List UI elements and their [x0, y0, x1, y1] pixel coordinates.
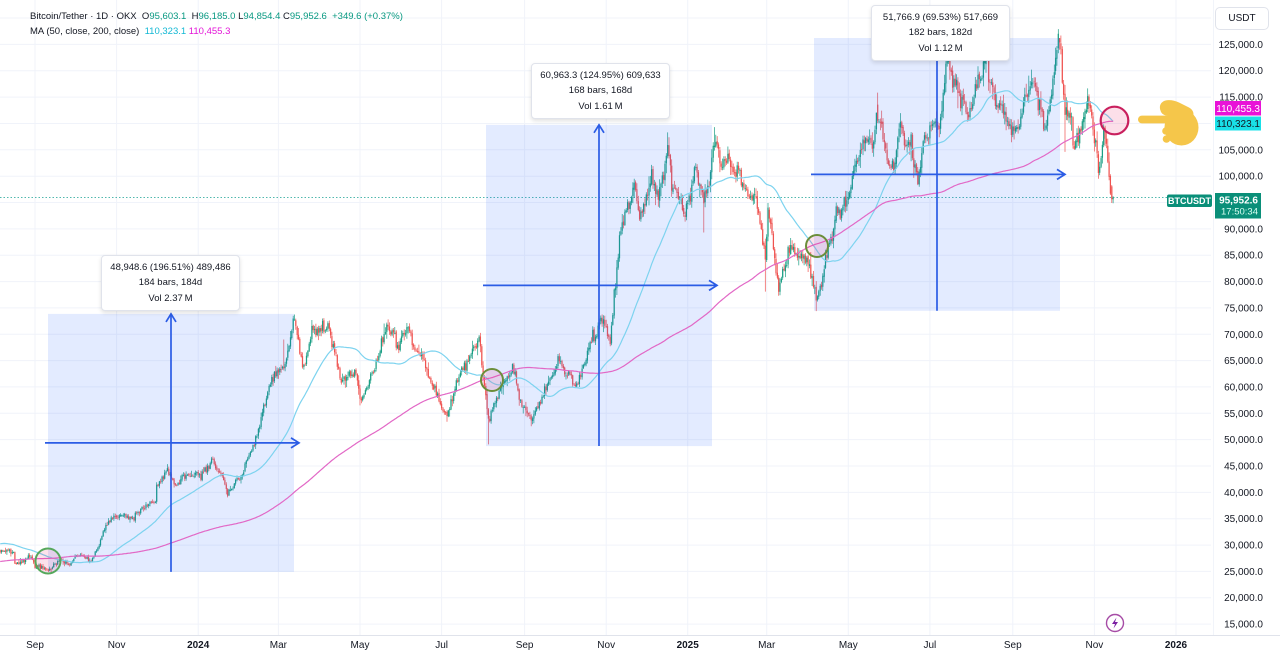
- svg-text:25,000.0: 25,000.0: [1224, 567, 1263, 578]
- svg-text:17:50:34: 17:50:34: [1221, 207, 1258, 218]
- svg-text:Nov: Nov: [1086, 640, 1104, 651]
- svg-text:75,000.0: 75,000.0: [1224, 303, 1263, 314]
- svg-text:BTCUSDT: BTCUSDT: [1168, 196, 1211, 206]
- svg-text:65,000.0: 65,000.0: [1224, 356, 1263, 367]
- svg-text:35,000.0: 35,000.0: [1224, 514, 1263, 525]
- svg-text:70,000.0: 70,000.0: [1224, 330, 1263, 341]
- svg-text:100,000.0: 100,000.0: [1219, 172, 1264, 183]
- svg-text:Nov: Nov: [597, 640, 615, 651]
- svg-text:15,000.0: 15,000.0: [1224, 620, 1263, 631]
- svg-text:50,000.0: 50,000.0: [1224, 435, 1263, 446]
- svg-text:95,952.6: 95,952.6: [1219, 196, 1258, 207]
- svg-text:2026: 2026: [1165, 640, 1188, 651]
- svg-text:May: May: [351, 640, 370, 651]
- svg-text:40,000.0: 40,000.0: [1224, 488, 1263, 499]
- svg-text:60,000.0: 60,000.0: [1224, 382, 1263, 393]
- svg-text:Jul: Jul: [924, 640, 937, 651]
- svg-text:Jul: Jul: [435, 640, 448, 651]
- svg-text:Sep: Sep: [516, 640, 534, 651]
- svg-text:Nov: Nov: [108, 640, 126, 651]
- svg-text:110,323.1: 110,323.1: [1216, 119, 1260, 130]
- svg-text:Sep: Sep: [1004, 640, 1022, 651]
- svg-text:Sep: Sep: [26, 640, 44, 651]
- svg-text:105,000.0: 105,000.0: [1219, 145, 1264, 156]
- svg-text:2024: 2024: [187, 640, 210, 651]
- svg-text:90,000.0: 90,000.0: [1224, 224, 1263, 235]
- svg-text:45,000.0: 45,000.0: [1224, 462, 1263, 473]
- svg-text:120,000.0: 120,000.0: [1219, 66, 1264, 77]
- svg-text:115,000.0: 115,000.0: [1219, 93, 1263, 104]
- svg-text:2025: 2025: [677, 640, 700, 651]
- svg-text:110,455.3: 110,455.3: [1216, 104, 1260, 115]
- svg-text:30,000.0: 30,000.0: [1224, 541, 1263, 552]
- svg-text:85,000.0: 85,000.0: [1224, 251, 1263, 262]
- svg-text:Mar: Mar: [270, 640, 288, 651]
- svg-text:55,000.0: 55,000.0: [1224, 409, 1263, 420]
- svg-text:80,000.0: 80,000.0: [1224, 277, 1263, 288]
- svg-text:May: May: [839, 640, 858, 651]
- svg-text:Mar: Mar: [758, 640, 776, 651]
- svg-text:20,000.0: 20,000.0: [1224, 593, 1263, 604]
- svg-text:125,000.0: 125,000.0: [1219, 40, 1264, 51]
